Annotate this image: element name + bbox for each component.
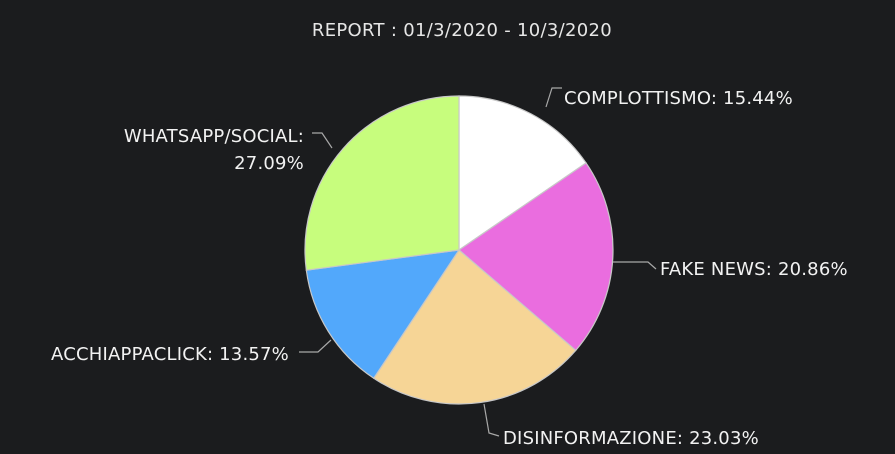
pie-slice-whatsapp-social bbox=[304, 95, 460, 271]
pie-slice-acchiappaclick bbox=[305, 249, 461, 380]
slice-label: DISINFORMAZIONE: 23.03% bbox=[503, 428, 759, 449]
pie-slice-fake-news bbox=[458, 162, 614, 352]
pie-slice-disinformazione bbox=[372, 249, 577, 405]
slice-label: WHATSAPP/SOCIAL: bbox=[124, 126, 304, 147]
pie-slices bbox=[304, 95, 614, 405]
leader-lines bbox=[299, 87, 657, 437]
leader-line bbox=[613, 261, 657, 270]
slice-label: ACCHIAPPACLICK: 13.57% bbox=[51, 344, 289, 365]
leader-line bbox=[299, 339, 332, 353]
slice-labels: COMPLOTTISMO: 15.44% FAKE NEWS: 20.86% DIS… bbox=[51, 88, 848, 449]
leader-line bbox=[545, 87, 562, 108]
chart-title: REPORT : 01/3/2020 - 10/3/2020 bbox=[312, 20, 612, 41]
slice-label: COMPLOTTISMO: 15.44% bbox=[564, 88, 793, 109]
slice-label: FAKE NEWS: 20.86% bbox=[660, 259, 848, 280]
pie-slice-complottismo bbox=[458, 95, 587, 252]
leader-line bbox=[483, 403, 500, 437]
leader-line bbox=[312, 132, 333, 149]
slice-label: 27.09% bbox=[234, 153, 304, 174]
